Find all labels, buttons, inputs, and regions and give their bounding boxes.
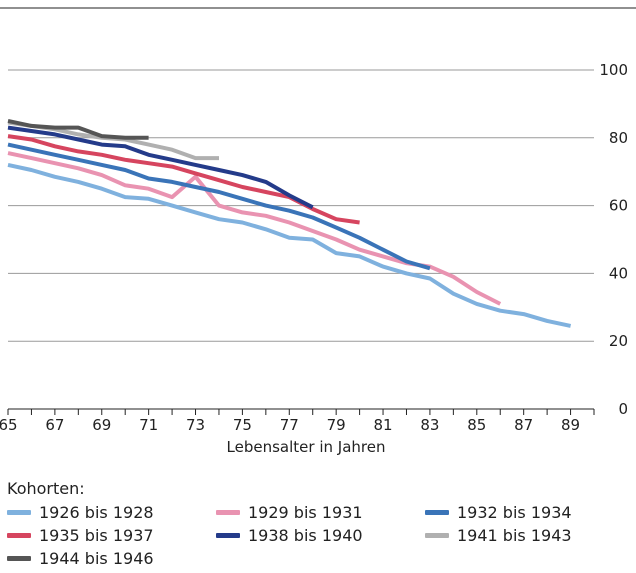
x-tick-label: 77	[280, 416, 299, 434]
series-line-1	[7, 162, 572, 328]
legend-swatch	[7, 510, 31, 515]
x-tick-label: 75	[233, 416, 252, 434]
legend-swatch	[7, 533, 31, 538]
x-tick-label: 65	[0, 416, 18, 434]
legend-swatch	[7, 556, 31, 561]
x-tick-label: 79	[327, 416, 346, 434]
series-lines	[7, 118, 572, 328]
legend-item: 1926 bis 1928	[7, 501, 216, 524]
y-tick-label: 20	[609, 332, 628, 350]
legend-label: 1938 bis 1940	[248, 526, 363, 545]
legend-label: 1932 bis 1934	[457, 503, 572, 522]
line-chart: 65 67 69 71 73 75 77 79 81 83 85 87 89 020406080100 …	[0, 7, 636, 456]
y-tick-label: 40	[609, 264, 628, 282]
legend-label: 1929 bis 1931	[248, 503, 363, 522]
x-tick-label: 85	[467, 416, 486, 434]
x-tick-label: 67	[45, 416, 64, 434]
legend-label: 1926 bis 1928	[39, 503, 154, 522]
legend: Kohorten: 1926 bis 1928 1929 bis 1931 1932…	[7, 478, 632, 570]
series-line-2	[7, 151, 502, 306]
legend-label: 1935 bis 1937	[39, 526, 154, 545]
legend-item: 1932 bis 1934	[425, 501, 625, 524]
legend-item: 1929 bis 1931	[216, 501, 425, 524]
legend-item: 1941 bis 1943	[425, 524, 625, 547]
x-axis: 65 67 69 71 73 75 77 79 81 83 85 87 89	[0, 408, 595, 434]
legend-item: 1935 bis 1937	[7, 524, 216, 547]
legend-item: 1944 bis 1946	[7, 547, 216, 570]
y-tick-label: 60	[609, 197, 628, 215]
legend-label: 1941 bis 1943	[457, 526, 572, 545]
legend-item: 1938 bis 1940	[216, 524, 425, 547]
y-tick-label: 80	[609, 129, 628, 147]
legend-swatch	[425, 533, 449, 538]
legend-swatch	[216, 510, 240, 515]
series-line-5	[7, 125, 314, 210]
x-tick-label: 69	[92, 416, 111, 434]
legend-items: 1926 bis 1928 1929 bis 1931 1932 bis 1934 1…	[7, 501, 632, 570]
legend-label: 1944 bis 1946	[39, 549, 154, 568]
y-tick-label: 0	[618, 400, 628, 418]
x-tick-label: 73	[186, 416, 205, 434]
legend-title: Kohorten:	[7, 479, 85, 498]
legend-swatch	[425, 510, 449, 515]
x-tick-label: 81	[373, 416, 392, 434]
x-tick-label: 87	[514, 416, 533, 434]
y-tick-labels: 0 20 40 60 80 100	[599, 61, 628, 418]
x-tick-label: 71	[139, 416, 158, 434]
x-tick-label: 83	[420, 416, 439, 434]
series-line-7	[7, 118, 149, 140]
x-tick-label: 89	[561, 416, 580, 434]
y-tick-label: 100	[599, 61, 628, 79]
legend-swatch	[216, 533, 240, 538]
series-line-3	[7, 142, 431, 271]
x-axis-title: Lebensalter in Jahren	[227, 438, 386, 456]
